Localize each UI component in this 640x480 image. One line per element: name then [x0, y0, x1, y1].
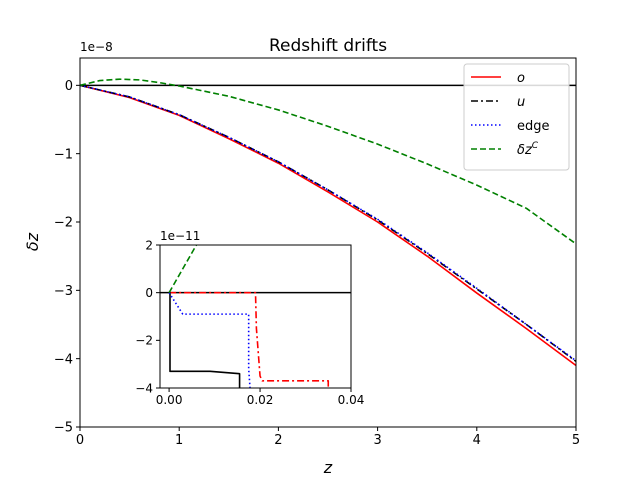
legend-label-main: δz	[517, 143, 533, 158]
legend-label-1: o	[517, 71, 525, 86]
main-y-tick-label: −5	[54, 421, 73, 436]
inset-plot-area	[160, 245, 351, 388]
inset-series-zc-line	[168, 245, 198, 294]
legend-label-4: δzC	[517, 141, 539, 158]
inset-y-tick-label: −2	[135, 334, 153, 348]
inset-x-tick-label: 0.00	[156, 393, 183, 407]
main-plot-area	[80, 78, 576, 367]
inset-axes-frame	[159, 244, 352, 389]
inset-axes: 0.00 0.02 0.04 2 0 −2 −4 1e−11	[135, 229, 364, 407]
main-x-tick-label: 0	[76, 433, 84, 448]
main-y-tick-label: 0	[65, 79, 73, 94]
inset-y-tick-label: 2	[145, 238, 153, 252]
main-axes-frame	[79, 57, 577, 428]
main-x-tick-label: 5	[572, 433, 580, 448]
legend-label-2: u	[517, 95, 525, 110]
chart-title: Redshift drifts	[269, 36, 387, 56]
inset-y-tick-label: 0	[145, 286, 153, 300]
main-series-zc-line	[80, 78, 576, 245]
main-ticks: 0 1 2 3 4 5 0 −1 −2 −3 −4 −5	[54, 79, 580, 448]
main-axes: 0 1 2 3 4 5 0 −1 −2 −3 −4 −5	[54, 57, 580, 448]
inset-ticks: 0.00 0.02 0.04 2 0 −2 −4	[135, 238, 364, 407]
main-x-tick-label: 1	[175, 433, 183, 448]
x-axis-label: z	[323, 458, 333, 477]
y-offset-text: 1e−8	[80, 40, 113, 54]
inset-series-edge-line	[168, 292, 251, 388]
legend: ou edge δzC	[463, 63, 570, 171]
legend-frame	[463, 63, 570, 171]
main-series-u-line	[80, 84, 576, 363]
y-axis-label: δz	[23, 232, 42, 251]
main-x-tick-label: 3	[373, 433, 381, 448]
main-y-tick-label: −2	[54, 216, 73, 231]
legend-label-3: edge	[517, 119, 550, 134]
main-x-tick-label: 2	[274, 433, 282, 448]
inset-x-tick-label: 0.04	[338, 393, 365, 407]
main-y-tick-label: −3	[54, 284, 73, 299]
inset-y-tick-label: −4	[135, 381, 153, 395]
inset-series-o-line	[169, 291, 330, 388]
main-y-tick-label: −4	[54, 352, 73, 367]
main-x-tick-label: 4	[473, 433, 481, 448]
inset-x-tick-label: 0.02	[247, 393, 274, 407]
main-series-edge-line	[80, 84, 576, 362]
inset-offset-text: 1e−11	[160, 229, 200, 243]
main-y-tick-label: −1	[54, 147, 73, 162]
legend-label-sup: C	[532, 141, 539, 151]
